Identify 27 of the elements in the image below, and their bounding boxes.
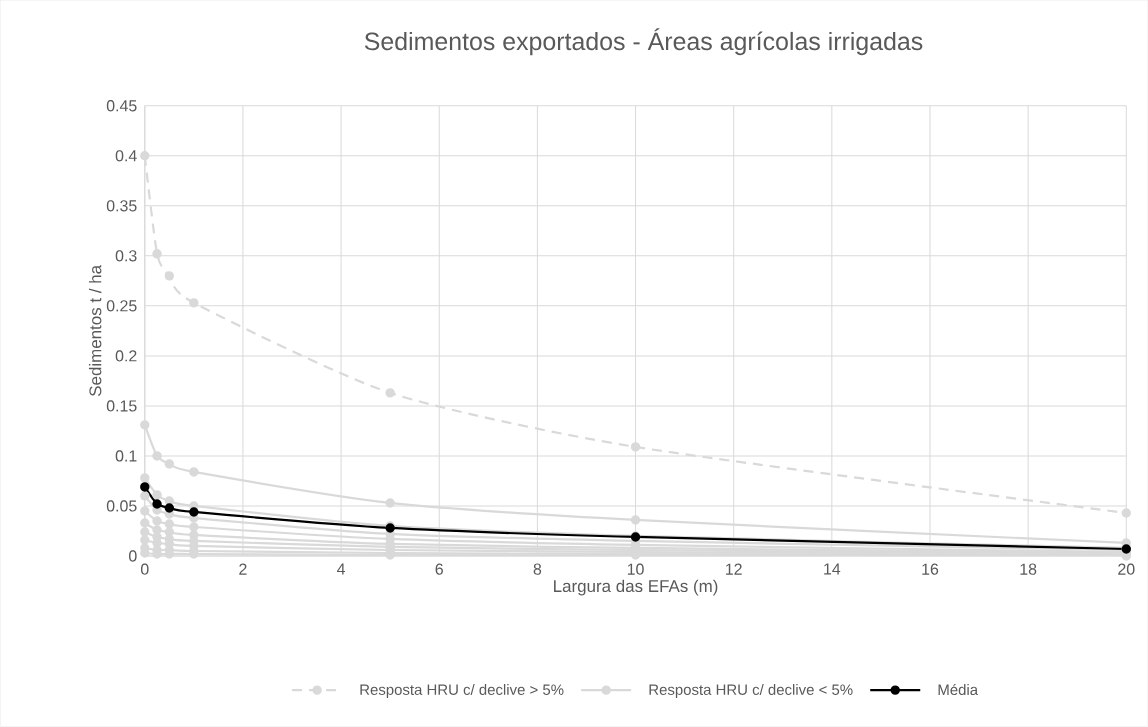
legend-label: Resposta HRU c/ declive < 5% [649, 684, 853, 699]
x-tick-label: 10 [627, 563, 644, 575]
y-tick-label: 0.2 [115, 350, 137, 362]
x-axis-title: Largura das EFAs (m) [554, 579, 718, 596]
y-tick-label: 0.05 [106, 500, 137, 512]
y-tick-label: 0.15 [106, 400, 137, 412]
x-tick-label: 0 [140, 563, 149, 575]
y-tick-label: 0.3 [115, 250, 137, 262]
y-tick-label: 0 [129, 550, 137, 562]
x-tick-label: 2 [239, 563, 247, 575]
x-tick-label: 4 [337, 563, 346, 575]
y-tick-label: 0.45 [106, 100, 137, 112]
x-tick-label: 12 [726, 563, 742, 575]
y-tick-label: 0.1 [115, 450, 137, 462]
x-tick-label: 14 [824, 563, 841, 575]
y-axis-title: Sedimentos t / ha [88, 265, 102, 397]
legend-label: Média [938, 684, 979, 696]
x-tick-label: 16 [922, 563, 939, 575]
x-tick-label: 6 [435, 563, 443, 575]
x-tick-label: 18 [1020, 563, 1037, 575]
chart-title: Sedimentos exportados - Áreas agrícolas irrigadas [364, 28, 923, 56]
legend-label: Resposta HRU c/ declive > 5% [360, 684, 564, 699]
y-tick-label: 0.25 [106, 300, 137, 312]
y-tick-label: 0.35 [106, 200, 137, 212]
y-tick-label: 0.4 [115, 150, 137, 162]
x-tick-label: 20 [1118, 563, 1135, 575]
x-tick-label: 8 [533, 563, 542, 575]
